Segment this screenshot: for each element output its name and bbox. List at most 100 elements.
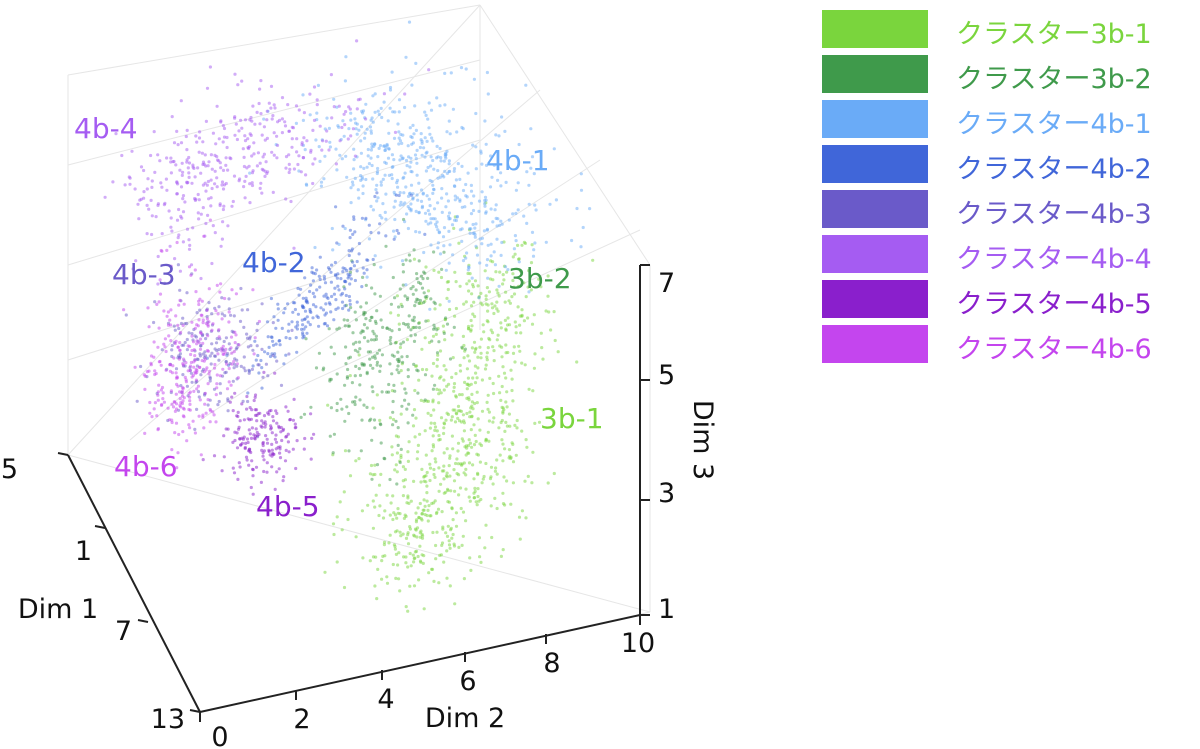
data-point <box>231 199 235 204</box>
data-point <box>181 386 185 390</box>
data-point <box>246 391 250 395</box>
data-point <box>291 301 295 305</box>
data-point <box>480 378 484 382</box>
data-point <box>393 217 397 222</box>
data-point <box>168 363 172 367</box>
data-point <box>168 244 172 248</box>
data-point <box>253 339 257 343</box>
data-point <box>181 197 185 201</box>
data-point <box>226 399 230 403</box>
data-point <box>359 305 363 309</box>
data-point <box>146 177 150 181</box>
data-point <box>348 273 352 277</box>
data-point <box>279 383 284 387</box>
data-point <box>375 183 379 187</box>
data-point <box>431 434 435 438</box>
data-point <box>165 314 169 318</box>
data-point <box>325 116 329 120</box>
data-point <box>280 438 284 443</box>
data-point <box>489 465 494 469</box>
data-point <box>159 363 163 367</box>
data-point <box>323 154 327 158</box>
data-point <box>356 350 360 354</box>
data-point <box>262 152 266 156</box>
data-point <box>415 148 419 152</box>
data-point <box>546 481 550 485</box>
data-point <box>422 300 426 305</box>
data-point <box>165 248 169 252</box>
data-point <box>265 320 270 324</box>
data-point <box>554 198 559 202</box>
data-point <box>255 164 259 168</box>
data-point <box>447 229 451 233</box>
legend-item: クラスター4b-6 <box>822 325 1200 365</box>
data-point <box>467 266 471 270</box>
data-point <box>371 177 375 181</box>
data-point <box>339 397 343 401</box>
data-point <box>233 133 237 137</box>
data-point <box>222 204 226 208</box>
data-point <box>242 155 246 159</box>
data-point <box>381 554 385 559</box>
data-point <box>358 373 363 377</box>
data-point <box>311 291 315 295</box>
data-point <box>260 386 264 390</box>
data-point <box>361 184 365 188</box>
data-point <box>265 461 269 465</box>
data-point <box>220 296 224 300</box>
data-point <box>505 270 509 274</box>
data-point <box>445 384 449 388</box>
data-point <box>495 237 499 241</box>
data-point <box>363 136 367 140</box>
data-point <box>315 111 319 115</box>
data-point <box>425 139 429 143</box>
data-point <box>317 351 321 355</box>
data-point <box>432 250 436 254</box>
data-point <box>498 270 502 274</box>
data-point <box>185 181 189 185</box>
data-point <box>460 227 464 231</box>
data-point <box>415 526 420 530</box>
data-point <box>495 472 499 476</box>
data-point <box>431 530 435 535</box>
data-point <box>423 295 427 299</box>
data-point <box>442 226 447 230</box>
data-point <box>208 379 212 383</box>
data-point <box>167 334 171 338</box>
data-point <box>288 418 292 422</box>
data-point <box>524 83 528 87</box>
data-point <box>426 117 430 121</box>
data-point <box>556 350 560 354</box>
data-point <box>370 163 374 168</box>
data-point <box>226 224 230 228</box>
data-point <box>409 287 413 291</box>
data-point <box>426 519 430 523</box>
data-point <box>245 437 250 441</box>
data-point <box>401 270 405 274</box>
data-point <box>464 473 468 477</box>
data-point <box>392 237 396 241</box>
data-point <box>409 193 413 197</box>
data-point <box>268 354 273 359</box>
series-3b-2 <box>299 217 467 486</box>
data-point <box>170 402 174 406</box>
data-point <box>454 280 458 284</box>
data-point <box>160 185 164 189</box>
data-point <box>230 288 234 292</box>
data-point <box>428 204 432 208</box>
data-point <box>259 79 263 83</box>
legend-label: クラスター4b-1 <box>956 109 1152 140</box>
data-point <box>237 343 241 347</box>
data-point <box>520 308 524 312</box>
data-point <box>515 426 519 430</box>
data-point <box>386 119 390 123</box>
data-point <box>419 560 423 564</box>
data-point <box>410 83 414 87</box>
data-point <box>422 607 426 611</box>
data-point <box>346 517 350 522</box>
data-point <box>337 242 341 246</box>
data-point <box>232 359 236 364</box>
data-point <box>469 406 473 410</box>
data-point <box>222 135 227 139</box>
data-point <box>412 556 416 561</box>
